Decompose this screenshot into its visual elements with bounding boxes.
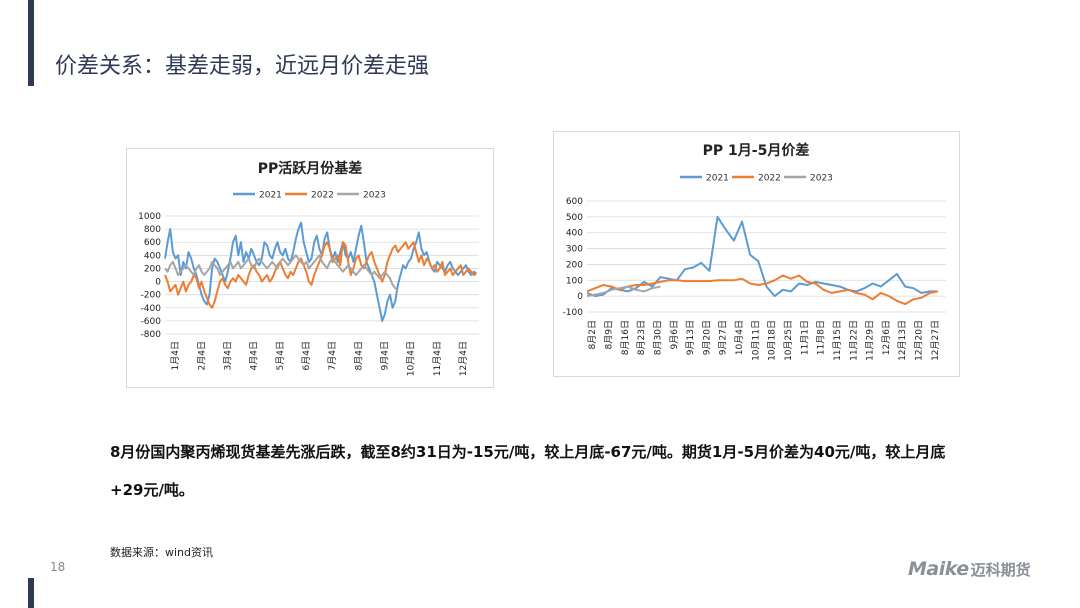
y-tick-label: 400: [566, 229, 583, 239]
legend-label-2021: 2021: [259, 191, 282, 201]
x-tick-label: 3月4日: [222, 341, 233, 370]
company-logo: Maike 迈科期货: [908, 558, 1031, 580]
summary-paragraph: 8月份国内聚丙烯现货基差先涨后跌，截至8约31日为-15元/吨，较上月底-67元…: [110, 443, 946, 499]
logo-latin: Maike: [908, 558, 969, 580]
x-tick-label: 12月13日: [897, 320, 908, 361]
y-tick-label: -200: [141, 291, 162, 301]
y-tick-label: 200: [566, 260, 583, 270]
page-number: 18: [50, 560, 66, 574]
x-tick-label: 11月29日: [865, 320, 876, 361]
x-tick-label: 4月4日: [249, 341, 260, 370]
y-tick-label: 800: [144, 225, 161, 235]
logo-cn: 迈科期货: [970, 561, 1031, 579]
x-tick-label: 11月8日: [816, 320, 827, 355]
x-tick-label: 7月4日: [327, 341, 338, 370]
data-source: 数据来源：wind资讯: [110, 546, 214, 559]
x-tick-label: 12月6日: [881, 320, 892, 355]
x-tick-label: 9月6日: [669, 320, 680, 349]
x-tick-label: 8月23日: [636, 320, 647, 355]
basis-chart-svg: PP活跃月份基差 2021 2022 2023 -800 -600 -400 -200 0 200…: [138, 160, 479, 376]
x-tick-label: 9月4日: [379, 341, 390, 370]
series-line-2022: [586, 274, 938, 306]
y-tick-label: 200: [144, 264, 161, 274]
basis-chart: PP活跃月份基差 2021 2022 2023 -800 -600 -400 -200 0 200…: [126, 148, 494, 388]
x-tick-label: 12月20日: [914, 320, 925, 361]
x-tick-label: 6月4日: [301, 341, 312, 370]
legend-label-2021: 2021: [706, 174, 729, 184]
x-tick-label: 10月4日: [734, 320, 745, 355]
chart-title: PP活跃月份基差: [258, 160, 363, 177]
y-tick-label: 1000: [138, 212, 161, 222]
y-tick-label: 400: [144, 251, 161, 261]
legend-label-2022: 2022: [311, 191, 334, 201]
x-tick-label: 9月20日: [701, 320, 712, 355]
spread-chart: PP 1月-5月价差 2021 2022 2023 -100 0 100 200 300 400 5…: [553, 131, 960, 377]
y-tick-label: 500: [566, 213, 583, 223]
x-tick-label: 8月2日: [587, 320, 598, 349]
x-tick-label: 11月15日: [832, 320, 843, 361]
page-title: 价差关系：基差走弱，近远月价差走强: [55, 54, 430, 79]
spread-chart-svg: PP 1月-5月价差 2021 2022 2023 -100 0 100 200 300 400 5…: [563, 142, 946, 361]
y-tick-label: 600: [566, 197, 583, 207]
y-tick-label: 600: [144, 238, 161, 248]
x-tick-label: 10月11日: [750, 320, 761, 361]
series-line-2021: [586, 215, 938, 298]
y-tick-label: -100: [563, 308, 584, 318]
x-tick-label: 9月27日: [718, 320, 729, 355]
series-line-2023: [586, 285, 661, 298]
x-tick-label: 11月22日: [848, 320, 859, 361]
x-tick-label: 10月4日: [406, 341, 417, 376]
x-tick-label: 12月27日: [930, 320, 941, 361]
y-tick-label: 300: [566, 245, 583, 255]
x-tick-label: 8月9日: [603, 320, 614, 349]
x-tick-label: 10月18日: [767, 320, 778, 361]
x-tick-label: 11月4日: [432, 341, 443, 376]
accent-bar-top: [28, 0, 34, 86]
legend-label-2023: 2023: [363, 191, 386, 201]
x-tick-label: 9月13日: [685, 320, 696, 355]
x-tick-label: 1月4日: [170, 341, 181, 370]
series-line-2021: [164, 221, 478, 322]
y-tick-label: -600: [141, 317, 162, 327]
accent-bar-bottom: [28, 578, 34, 608]
x-tick-label: 10月25日: [783, 320, 794, 361]
x-tick-label: 5月4日: [275, 341, 286, 370]
x-tick-label: 8月30日: [652, 320, 663, 355]
y-tick-label: 0: [577, 292, 583, 302]
legend-label-2023: 2023: [810, 174, 833, 184]
series-line-2023: [164, 254, 399, 293]
x-tick-label: 2月4日: [196, 341, 207, 370]
y-tick-label: 100: [566, 276, 583, 286]
x-tick-label: 11月1日: [799, 320, 810, 355]
y-tick-label: -800: [141, 330, 162, 340]
x-tick-label: 12月4日: [458, 341, 469, 376]
x-tick-label: 8月4日: [353, 341, 364, 370]
legend-label-2022: 2022: [758, 174, 781, 184]
x-tick-label: 8月16日: [620, 320, 631, 355]
y-tick-label: -400: [141, 304, 162, 314]
chart-title: PP 1月-5月价差: [703, 142, 810, 159]
y-tick-label: 0: [155, 278, 161, 288]
